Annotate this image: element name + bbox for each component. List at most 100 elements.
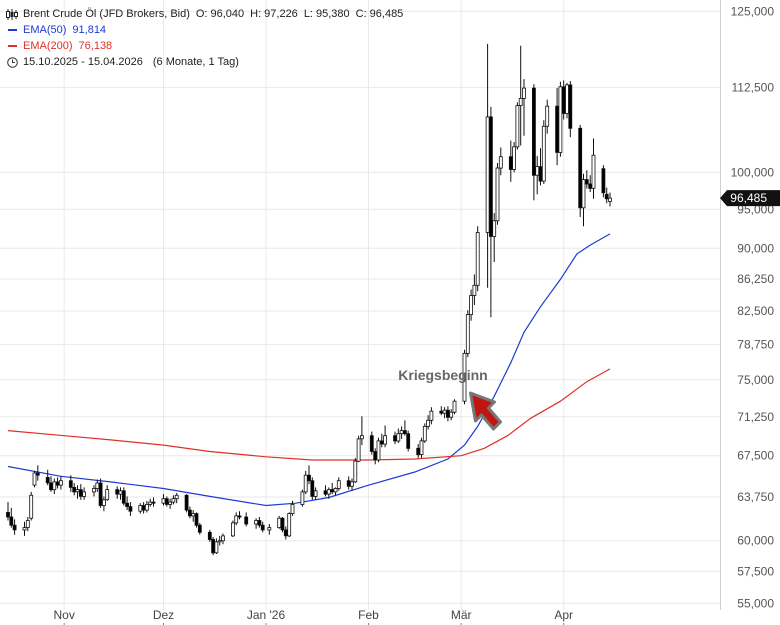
candle-body — [402, 430, 407, 435]
candle-body — [558, 86, 563, 153]
close-value: 96,485 — [369, 8, 404, 20]
candlestick-icon — [6, 8, 18, 20]
last-price-marker: 96,485 — [720, 190, 780, 207]
candle — [32, 470, 37, 488]
close-label: C: — [355, 8, 367, 20]
candle-body — [267, 527, 272, 531]
candle-body — [78, 489, 83, 497]
candle-body — [465, 314, 470, 354]
candle — [151, 497, 156, 507]
candle-body — [359, 435, 364, 440]
candle — [399, 426, 404, 439]
legend-ema50-row[interactable]: EMA(50) 91,814 — [6, 22, 403, 38]
candle-body — [485, 116, 490, 233]
candle-body — [244, 516, 249, 525]
candle — [290, 500, 295, 516]
candle — [230, 520, 235, 538]
candle-body — [568, 84, 573, 129]
candle — [55, 477, 60, 489]
candle-body — [555, 105, 559, 153]
candle-body — [164, 498, 169, 505]
candle-body — [191, 513, 196, 517]
candle-body — [128, 506, 133, 512]
candle — [102, 496, 106, 512]
candle — [518, 45, 523, 146]
candle-body — [121, 490, 126, 504]
candle — [429, 407, 434, 425]
candle — [141, 502, 146, 514]
candle-body — [373, 451, 378, 461]
candle — [307, 465, 311, 485]
candle — [287, 512, 292, 538]
high-value: 97,226 — [264, 8, 298, 20]
candle — [541, 120, 546, 184]
candle — [303, 470, 308, 495]
candle — [25, 517, 30, 532]
y-tick-label: 90,000 — [737, 241, 774, 255]
candle — [376, 437, 381, 463]
candle-body — [495, 167, 500, 222]
annotation-arrow: Kriegsbeginn — [398, 367, 502, 431]
candle-body — [518, 98, 523, 107]
candle-body — [22, 527, 27, 531]
candle — [300, 489, 305, 507]
candle — [326, 487, 331, 499]
candle — [267, 524, 272, 535]
candle — [588, 175, 593, 193]
candle-body — [449, 411, 454, 418]
candle — [406, 430, 411, 452]
candle-body — [141, 505, 146, 511]
candle — [68, 475, 73, 492]
candle-body — [369, 435, 374, 452]
candle — [49, 476, 53, 492]
candle — [396, 428, 401, 443]
candle — [98, 478, 103, 508]
candle-body — [9, 516, 14, 526]
candle-body — [393, 435, 397, 442]
candle-body — [584, 179, 589, 185]
x-tick-label: Nov — [54, 608, 75, 622]
candle — [118, 487, 123, 500]
candle — [591, 138, 596, 199]
candle-body — [217, 540, 222, 543]
candle-body — [171, 498, 176, 503]
candle-body — [280, 517, 285, 531]
candle-body — [55, 481, 60, 486]
x-tick-label: Apr — [554, 608, 573, 622]
candle — [555, 88, 559, 166]
candle-body — [406, 433, 411, 449]
candle — [59, 476, 63, 490]
ema200-line — [7, 368, 611, 461]
candle — [197, 522, 202, 535]
candle-body — [419, 440, 424, 455]
candle-body — [197, 524, 202, 533]
candle-body — [300, 491, 305, 505]
y-tick-label: 67,500 — [737, 449, 774, 463]
candle — [125, 496, 129, 511]
candle-body — [45, 476, 50, 484]
candle — [121, 487, 126, 506]
candle-body — [290, 503, 295, 514]
high-label: H: — [250, 8, 262, 20]
candle — [171, 495, 176, 505]
candle-body — [68, 480, 73, 488]
candle-body — [475, 232, 480, 286]
ema50-label: EMA(50) — [23, 24, 67, 36]
ema50-value: 91,814 — [72, 24, 107, 36]
candle — [604, 187, 609, 204]
candle-body — [12, 524, 17, 531]
candle — [237, 511, 242, 520]
candle-body — [148, 501, 153, 505]
candle-body — [184, 494, 189, 511]
candle — [9, 507, 14, 528]
candle-body — [535, 166, 540, 176]
ema200-swatch — [7, 45, 17, 47]
legend-ema200-row[interactable]: EMA(200) 76,138 — [6, 38, 403, 54]
candle — [105, 485, 110, 501]
period-label: (6 Monate, 1 Tag) — [152, 56, 239, 68]
candle-body — [429, 410, 434, 421]
candle-body — [333, 488, 338, 493]
candle — [161, 494, 166, 506]
candle — [601, 165, 606, 198]
